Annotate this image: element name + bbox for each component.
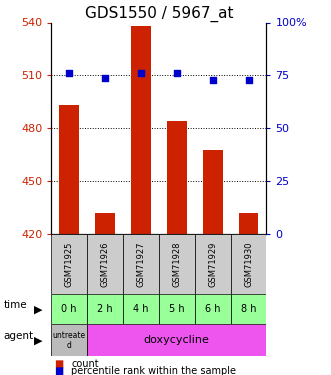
Point: [246, 77, 251, 83]
Bar: [195, 294, 231, 324]
Text: 4 h: 4 h: [133, 304, 149, 314]
Text: ■: ■: [55, 366, 64, 375]
Bar: [51, 234, 87, 294]
Text: doxycycline: doxycycline: [144, 335, 210, 345]
Point: [210, 77, 215, 83]
Bar: [203, 150, 222, 234]
Text: GSM71926: GSM71926: [101, 242, 110, 287]
Point: [103, 75, 108, 81]
Bar: [131, 26, 151, 234]
Bar: [123, 234, 159, 294]
Bar: [167, 122, 187, 234]
Text: ▶: ▶: [34, 304, 42, 314]
Text: ▶: ▶: [34, 335, 42, 345]
Bar: [51, 294, 87, 324]
Text: time: time: [3, 300, 27, 310]
Text: percentile rank within the sample: percentile rank within the sample: [71, 366, 236, 375]
Point: [138, 70, 144, 76]
Bar: [123, 294, 159, 324]
Bar: [195, 234, 231, 294]
Point: [174, 70, 179, 76]
Bar: [51, 324, 87, 356]
Text: untreate
d: untreate d: [53, 331, 86, 350]
Bar: [159, 294, 195, 324]
Bar: [87, 294, 123, 324]
Text: GSM71929: GSM71929: [208, 242, 217, 287]
Bar: [87, 324, 266, 356]
Bar: [95, 213, 115, 234]
Text: 2 h: 2 h: [97, 304, 113, 314]
Bar: [231, 234, 266, 294]
Text: 6 h: 6 h: [205, 304, 220, 314]
Text: count: count: [71, 359, 99, 369]
Text: GSM71927: GSM71927: [136, 242, 145, 287]
Text: GSM71925: GSM71925: [65, 242, 74, 287]
Text: agent: agent: [3, 330, 33, 340]
Text: 5 h: 5 h: [169, 304, 185, 314]
Point: [67, 70, 72, 76]
Text: 8 h: 8 h: [241, 304, 256, 314]
Bar: [239, 213, 259, 234]
Text: GSM71930: GSM71930: [244, 242, 253, 287]
Bar: [87, 234, 123, 294]
Text: GSM71928: GSM71928: [172, 242, 181, 287]
Bar: [59, 105, 79, 234]
Text: 0 h: 0 h: [62, 304, 77, 314]
Bar: [231, 294, 266, 324]
Title: GDS1550 / 5967_at: GDS1550 / 5967_at: [85, 6, 233, 22]
Text: ■: ■: [55, 359, 64, 369]
Bar: [159, 234, 195, 294]
